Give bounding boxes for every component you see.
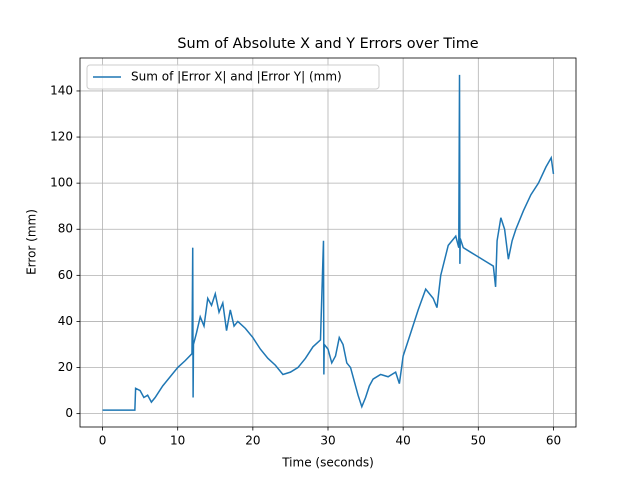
x-tick-label: 40 bbox=[396, 434, 411, 448]
y-tick-label: 40 bbox=[58, 314, 73, 328]
data-line bbox=[102, 74, 555, 411]
x-axis-label: Time (seconds) bbox=[281, 456, 374, 470]
y-axis-label: Error (mm) bbox=[25, 209, 39, 275]
x-tick-label: 50 bbox=[471, 434, 486, 448]
y-tick-label: 60 bbox=[58, 268, 73, 282]
y-tick-label: 20 bbox=[58, 360, 73, 374]
x-tick-label: 10 bbox=[170, 434, 185, 448]
y-tick-label: 0 bbox=[65, 406, 73, 420]
x-tick-label: 0 bbox=[99, 434, 107, 448]
chart-title: Sum of Absolute X and Y Errors over Time bbox=[177, 36, 478, 52]
x-tick-label: 60 bbox=[546, 434, 561, 448]
x-tick-label: 20 bbox=[245, 434, 260, 448]
y-tick-label: 80 bbox=[58, 222, 73, 236]
y-tick-label: 100 bbox=[50, 176, 73, 190]
plot-frame bbox=[79, 57, 577, 428]
y-tick-label: 120 bbox=[50, 130, 73, 144]
y-tick-label: 140 bbox=[50, 83, 73, 97]
legend-box bbox=[86, 64, 380, 90]
legend-label: Sum of |Error X| and |Error Y| (mm) bbox=[131, 70, 342, 84]
x-tick-label: 30 bbox=[320, 434, 335, 448]
